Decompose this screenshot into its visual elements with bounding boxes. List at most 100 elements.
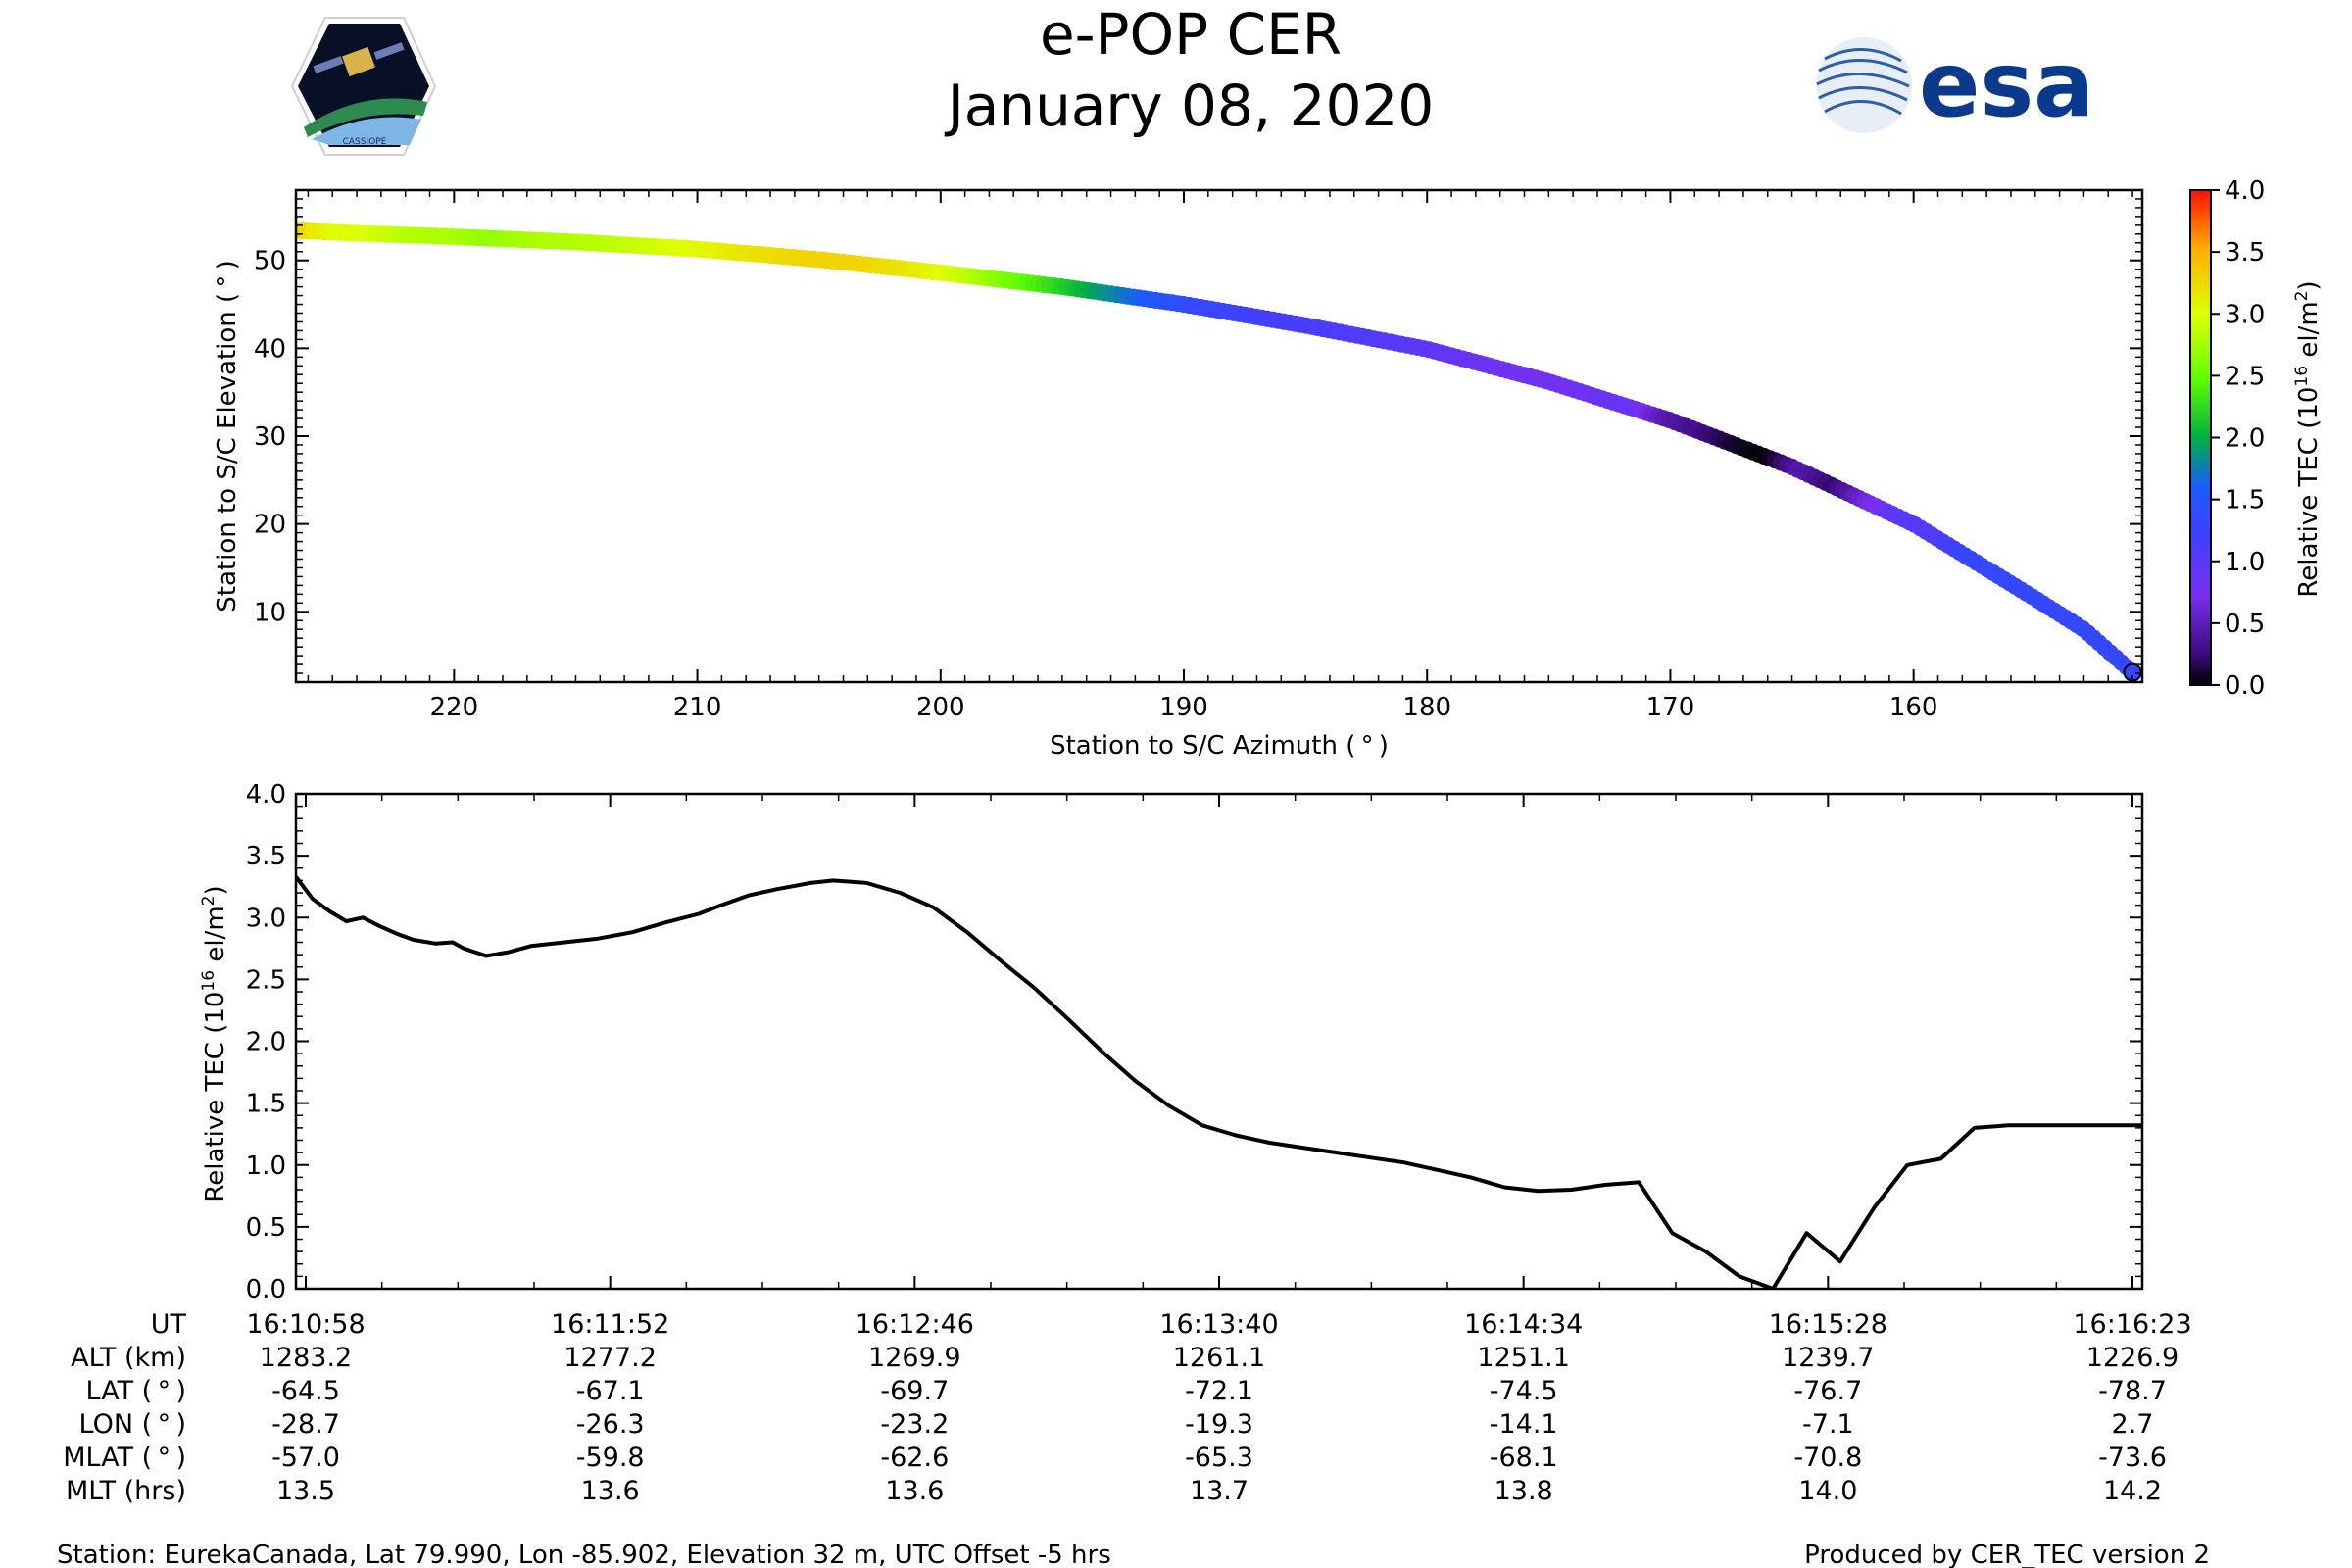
table-cell: 1261.1 [1173,1343,1265,1373]
table-row-label: UT [151,1309,187,1340]
table-cell: -62.6 [880,1443,949,1473]
table-cell: -57.0 [271,1443,340,1473]
table-cell: 1269.9 [868,1343,960,1373]
table-cell: 13.8 [1494,1476,1553,1506]
title-line1: e-POP CER [1040,1,1342,68]
tec-y-tick-label: 2.0 [246,1028,286,1057]
tec-y-tick-label: 0.0 [246,1275,286,1304]
table-cell: 1283.2 [260,1343,352,1373]
table-row-label: LON ( ° ) [79,1409,186,1440]
esa-logo-text: esa [1919,32,2094,137]
colorbar-tick-label: 4.0 [2225,176,2265,206]
table-cell: -72.1 [1185,1376,1253,1406]
colorbar-tick-label: 1.0 [2225,548,2265,577]
line-ylabel: Relative TEC (1016 el/m2) [199,885,230,1201]
table-cell: 16:10:58 [246,1309,365,1340]
table-row-label: MLAT ( ° ) [63,1443,186,1473]
cassiope-logo: CASSIOPE [290,17,437,156]
scatter-ticks: 220 210 200 190 180 170 160 10 20 30 40 50 [254,190,2142,722]
table-cell: -76.7 [1793,1376,1862,1406]
tec-y-tick-label: 3.5 [246,842,286,871]
table-cell: 16:15:28 [1769,1309,1887,1340]
footer-station: Station: EurekaCanada, Lat 79.990, Lon -… [57,1541,1111,1568]
table-cell: -68.1 [1490,1443,1558,1473]
x-tick-label: 190 [1159,693,1208,722]
table-cell: 16:14:34 [1464,1309,1583,1340]
colorbar [2189,189,2212,686]
colorbar-tick-label: 0.0 [2225,671,2265,701]
table-cell: 16:11:52 [551,1309,669,1340]
y-tick-label: 20 [254,511,286,540]
tec-y-tick-label: 3.0 [246,904,286,933]
table-cell: 1239.7 [1782,1343,1874,1373]
table-cell: 13.6 [581,1476,640,1506]
x-tick-label: 220 [430,693,479,722]
table-cell: -73.6 [2098,1443,2167,1473]
colorbar-tick-label: 1.5 [2225,486,2265,515]
y-tick-label: 50 [254,247,286,276]
table-cell: 13.7 [1190,1476,1249,1506]
scatter-xlabel: Station to S/C Azimuth ( ° ) [1050,731,1389,760]
table-cell: -64.5 [271,1376,340,1406]
table-cell: -19.3 [1185,1409,1253,1440]
table-cell: 2.7 [2112,1409,2154,1440]
table-cell: 16:12:46 [856,1309,974,1340]
table-cell: 14.2 [2103,1476,2162,1506]
x-tick-label: 160 [1889,693,1938,722]
tec-y-tick-label: 4.0 [246,780,286,809]
table-cell: -26.3 [576,1409,645,1440]
table-row-label: ALT (km) [71,1343,186,1373]
table-cell: 16:13:40 [1159,1309,1278,1340]
table-cell: -14.1 [1490,1409,1558,1440]
table-cell: -74.5 [1490,1376,1558,1406]
table-row-label: LAT ( ° ) [86,1376,186,1406]
x-tick-label: 210 [673,693,722,722]
y-tick-label: 10 [254,598,286,627]
table-cell: -7.1 [1802,1409,1854,1440]
colorbar-tick-label: 2.5 [2225,362,2265,391]
table-cell: -65.3 [1185,1443,1253,1473]
scatter-point [2124,663,2141,681]
x-tick-label: 170 [1646,693,1695,722]
tec-y-tick-label: 0.5 [246,1213,286,1243]
tec-y-tick-label: 1.5 [246,1090,286,1119]
scatter-frame [294,188,2144,684]
table-cell: -23.2 [880,1409,949,1440]
line-ticks: 0.0 0.5 1.0 1.5 2.0 2.5 3.0 3.5 4.0 [246,780,2142,1304]
colorbar-label: Relative TEC (1016 el/m2) [2292,280,2324,597]
tec-y-tick-label: 1.0 [246,1152,286,1181]
table-cell: 1226.9 [2086,1343,2179,1373]
table-cell: 13.5 [276,1476,335,1506]
table-cell: -59.8 [576,1443,645,1473]
title-line2: January 08, 2020 [945,73,1435,139]
colorbar-tick-label: 3.0 [2225,300,2265,329]
table-cell: -28.7 [271,1409,340,1440]
table-cell: 16:16:23 [2073,1309,2191,1340]
line-frame [294,792,2144,1291]
x-tick-label: 180 [1402,693,1451,722]
colorbar-tick-label: 2.0 [2225,424,2265,454]
tec-line [296,875,2142,1289]
scatter-ylabel: Station to S/C Elevation ( ° ) [213,260,242,612]
y-tick-label: 30 [254,422,286,452]
table-cell: -67.1 [576,1376,645,1406]
table-cell: -78.7 [2098,1376,2167,1406]
cassiope-logo-text: CASSIOPE [343,137,387,147]
table-cell: 1277.2 [564,1343,656,1373]
footer-produced-by: Produced by CER_TEC version 2 [1804,1541,2210,1568]
y-tick-label: 40 [254,334,286,364]
tec-y-tick-label: 2.5 [246,965,286,995]
satellite-icon [313,42,405,77]
scatter-points [296,221,2142,682]
colorbar-tick-label: 3.5 [2225,238,2265,268]
table-row-label: MLT (hrs) [66,1476,186,1506]
table-cell: -69.7 [880,1376,949,1406]
table-cell: 1251.1 [1477,1343,1569,1373]
table-cell: -70.8 [1793,1443,1862,1473]
x-tick-label: 200 [916,693,965,722]
table-cell: 14.0 [1798,1476,1857,1506]
colorbar-tick-label: 0.5 [2225,610,2265,639]
colorbar-ticks: 0.0 0.5 1.0 1.5 2.0 2.5 3.0 3.5 4.0 [2211,176,2265,701]
